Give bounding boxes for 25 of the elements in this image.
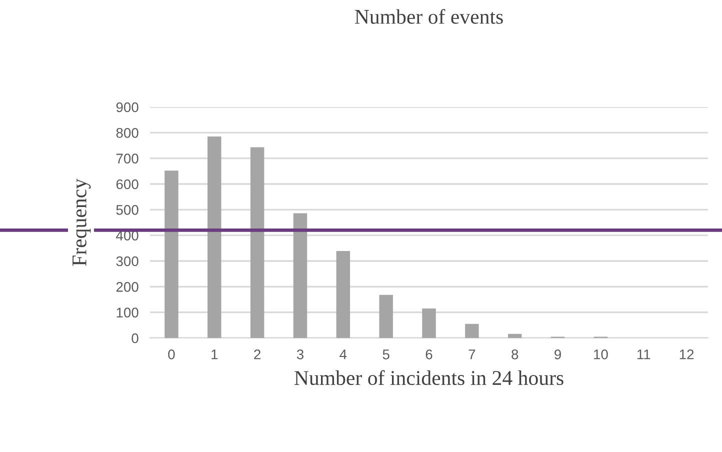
x-tick-label: 5 <box>382 350 390 360</box>
x-tick-label: 11 <box>637 350 650 360</box>
x-tick-label: 10 <box>594 349 608 360</box>
x-tick-label: 1 <box>212 350 218 360</box>
y-tick-label: 900 <box>116 102 138 112</box>
x-axis-title: Number of incidents in 24 hours <box>294 370 564 386</box>
x-tick-label: 7 <box>468 350 476 360</box>
x-tick-label: 4 <box>340 350 347 360</box>
x-tick-label: 3 <box>296 349 304 360</box>
y-axis-title: Frequency <box>72 178 91 266</box>
y-tick-label: 800 <box>116 128 138 138</box>
y-tick-label: 600 <box>116 179 138 190</box>
chart-title: Number of events <box>354 9 503 24</box>
x-tick-label: 8 <box>512 349 518 360</box>
x-tick-label: 2 <box>254 349 260 360</box>
x-tick-label: 6 <box>426 349 432 360</box>
x-tick-label: 0 <box>168 349 175 360</box>
y-tick-label: 500 <box>116 205 138 215</box>
x-tick-label: 12 <box>680 349 694 360</box>
y-tick-label: 200 <box>116 282 138 292</box>
y-tick-label: 300 <box>116 256 138 266</box>
y-tick-label: 100 <box>116 308 138 318</box>
y-tick-label: 700 <box>116 154 138 164</box>
x-tick-label: 9 <box>554 349 561 360</box>
y-tick-label: 0 <box>132 333 138 344</box>
